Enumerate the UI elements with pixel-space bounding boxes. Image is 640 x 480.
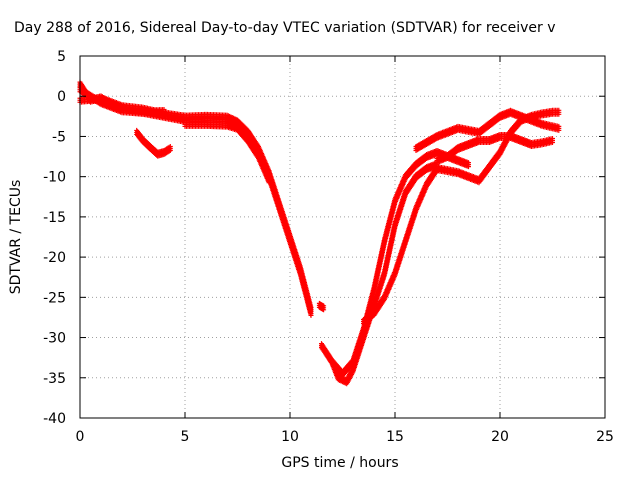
x-tick-label: 5 [181,429,190,445]
y-tick-label: -15 [43,210,66,226]
y-axis-label: SDTVAR / TECUs [8,179,24,295]
series-sat-h [361,164,440,326]
data-point-marker [308,308,314,314]
y-tick-label: -20 [43,250,66,266]
series-sat-l [316,300,327,313]
axis-ticks: 0 5 10 15 20 25 5 0 -5 -10 -15 -20 -25 -30 -35 -40 [43,49,614,445]
series-sat-c [77,79,167,117]
data-point-marker [556,127,562,133]
x-axis-label: GPS time / hours [281,455,399,471]
data-point-marker [167,148,173,154]
series-sat-k [413,107,562,154]
y-tick-label: -25 [43,290,66,306]
x-tick-label: 0 [76,429,85,445]
y-tick-label: 5 [57,49,66,65]
x-tick-label: 10 [281,429,299,445]
y-tick-label: -10 [43,170,66,186]
data-point-marker [321,307,327,313]
x-tick-label: 20 [491,429,509,445]
data-point-marker [466,164,471,170]
y-tick-label: -35 [43,371,66,387]
x-tick-label: 15 [386,429,404,445]
series-sat-f [319,148,471,379]
data-series [77,79,562,387]
data-point-marker [556,111,562,117]
data-point-marker [550,139,555,145]
chart-title: Day 288 of 2016, Sidereal Day-to-day VTE… [14,20,556,36]
y-tick-label: 0 [57,89,66,105]
y-tick-label: -40 [43,411,66,427]
series-sat-d [134,127,173,159]
data-point-marker [266,180,272,186]
y-tick-label: -30 [43,331,66,347]
x-tick-label: 25 [596,429,614,445]
series-sat-e [182,119,272,186]
plot-frame [79,55,606,419]
data-point-marker [161,111,167,117]
y-tick-label: -5 [52,129,66,145]
